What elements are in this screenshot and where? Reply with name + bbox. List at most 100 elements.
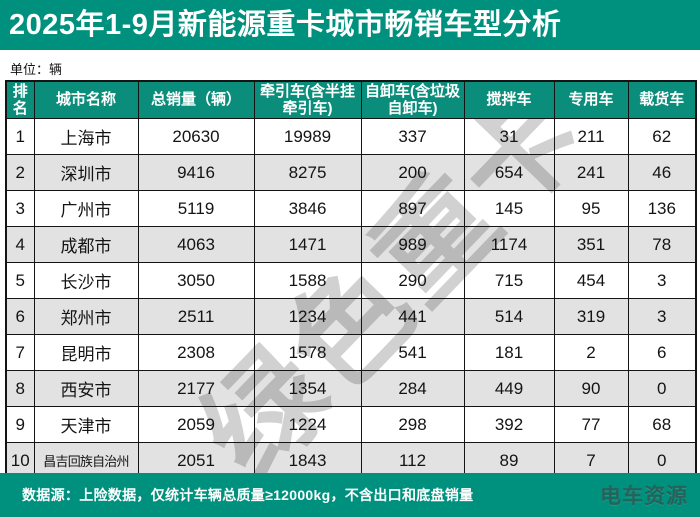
col-header-rank: 排 名 — [5, 80, 35, 119]
cargo-cell: 46 — [627, 154, 697, 191]
special-cell: 351 — [553, 226, 629, 263]
tractor-cell: 19989 — [253, 118, 362, 155]
rank-cell: 9 — [5, 406, 35, 443]
special-cell: 95 — [553, 190, 629, 227]
cargo-cell: 136 — [627, 190, 697, 227]
city-cell: 长沙市 — [33, 262, 139, 299]
special-cell: 2 — [553, 334, 629, 371]
rank-cell: 7 — [5, 334, 35, 371]
cargo-cell: 3 — [627, 262, 697, 299]
content-area: 单位：辆 绿色重卡 排 名 城市名称 总销量（辆） 牵引车(含半挂 牵引车) 自… — [0, 50, 700, 473]
table-row: 7 昆明市 2308 1578 541 181 2 6 — [5, 334, 697, 371]
table-row: 6 郑州市 2511 1234 441 514 319 3 — [5, 298, 697, 335]
total-cell: 9416 — [137, 154, 255, 191]
cargo-cell: 3 — [627, 298, 697, 335]
dump-cell: 290 — [360, 262, 465, 299]
tractor-cell: 1578 — [253, 334, 362, 371]
rank-cell: 5 — [5, 262, 35, 299]
mixer-cell: 392 — [463, 406, 555, 443]
cargo-cell: 0 — [627, 370, 697, 407]
table-header-row: 排 名 城市名称 总销量（辆） 牵引车(含半挂 牵引车) 自卸车(含垃圾 自卸车… — [5, 80, 697, 119]
tractor-cell: 1234 — [253, 298, 362, 335]
col-header-special: 专用车 — [553, 80, 629, 119]
rank-cell: 6 — [5, 298, 35, 335]
tractor-cell: 1843 — [253, 442, 362, 473]
brand-logo: 电车资源 — [600, 485, 688, 508]
table-row: 9 天津市 2059 1224 298 392 77 68 — [5, 406, 697, 443]
city-sales-table: 排 名 城市名称 总销量（辆） 牵引车(含半挂 牵引车) 自卸车(含垃圾 自卸车… — [5, 80, 697, 473]
total-cell: 2051 — [137, 442, 255, 473]
dump-cell: 112 — [360, 442, 465, 473]
special-cell: 7 — [553, 442, 629, 473]
total-cell: 2059 — [137, 406, 255, 443]
table-row: 2 深圳市 9416 8275 200 654 241 46 — [5, 154, 697, 191]
footer-bar: 数据源：上险数据，仅统计车辆总质量≥12000kg，不含出口和底盘销量 电车资源 — [0, 473, 700, 517]
cargo-cell: 68 — [627, 406, 697, 443]
cargo-cell: 78 — [627, 226, 697, 263]
dump-cell: 989 — [360, 226, 465, 263]
col-header-city: 城市名称 — [33, 80, 139, 119]
special-cell: 90 — [553, 370, 629, 407]
total-cell: 3050 — [137, 262, 255, 299]
total-cell: 20630 — [137, 118, 255, 155]
total-cell: 4063 — [137, 226, 255, 263]
table-row: 3 广州市 5119 3846 897 145 95 136 — [5, 190, 697, 227]
cargo-cell: 6 — [627, 334, 697, 371]
mixer-cell: 31 — [463, 118, 555, 155]
special-cell: 241 — [553, 154, 629, 191]
mixer-cell: 514 — [463, 298, 555, 335]
dump-cell: 284 — [360, 370, 465, 407]
total-cell: 2177 — [137, 370, 255, 407]
rank-cell: 10 — [5, 442, 35, 473]
tractor-cell: 3846 — [253, 190, 362, 227]
table-row: 10 昌吉回族自治州 2051 1843 112 89 7 0 — [5, 442, 697, 473]
dump-cell: 541 — [360, 334, 465, 371]
tractor-cell: 1224 — [253, 406, 362, 443]
city-cell: 昆明市 — [33, 334, 139, 371]
city-cell: 昌吉回族自治州 — [33, 442, 139, 473]
table-row: 1 上海市 20630 19989 337 31 211 62 — [5, 118, 697, 155]
dump-cell: 298 — [360, 406, 465, 443]
city-cell: 天津市 — [33, 406, 139, 443]
city-cell: 郑州市 — [33, 298, 139, 335]
mixer-cell: 181 — [463, 334, 555, 371]
tractor-cell: 1471 — [253, 226, 362, 263]
rank-cell: 4 — [5, 226, 35, 263]
cargo-cell: 62 — [627, 118, 697, 155]
tractor-cell: 1354 — [253, 370, 362, 407]
mixer-cell: 1174 — [463, 226, 555, 263]
col-header-tractor: 牵引车(含半挂 牵引车) — [253, 80, 362, 119]
special-cell: 211 — [553, 118, 629, 155]
mixer-cell: 89 — [463, 442, 555, 473]
col-header-dump: 自卸车(含垃圾 自卸车) — [360, 80, 465, 119]
table-row: 8 西安市 2177 1354 284 449 90 0 — [5, 370, 697, 407]
mixer-cell: 654 — [463, 154, 555, 191]
page-title: 2025年1-9月新能源重卡城市畅销车型分析 — [9, 8, 562, 41]
cargo-cell: 0 — [627, 442, 697, 473]
city-cell: 上海市 — [33, 118, 139, 155]
unit-label: 单位：辆 — [10, 62, 63, 77]
mixer-cell: 715 — [463, 262, 555, 299]
city-cell: 深圳市 — [33, 154, 139, 191]
tractor-cell: 8275 — [253, 154, 362, 191]
rank-cell: 8 — [5, 370, 35, 407]
city-cell: 西安市 — [33, 370, 139, 407]
city-cell: 广州市 — [33, 190, 139, 227]
total-cell: 5119 — [137, 190, 255, 227]
tractor-cell: 1588 — [253, 262, 362, 299]
dump-cell: 337 — [360, 118, 465, 155]
rank-cell: 1 — [5, 118, 35, 155]
dump-cell: 200 — [360, 154, 465, 191]
dump-cell: 441 — [360, 298, 465, 335]
special-cell: 77 — [553, 406, 629, 443]
city-cell: 成都市 — [33, 226, 139, 263]
col-header-mixer: 搅拌车 — [463, 80, 555, 119]
col-header-cargo: 载货车 — [627, 80, 697, 119]
total-cell: 2308 — [137, 334, 255, 371]
rank-cell: 2 — [5, 154, 35, 191]
table-row: 5 长沙市 3050 1588 290 715 454 3 — [5, 262, 697, 299]
special-cell: 454 — [553, 262, 629, 299]
title-bar: 2025年1-9月新能源重卡城市畅销车型分析 — [0, 0, 700, 50]
special-cell: 319 — [553, 298, 629, 335]
